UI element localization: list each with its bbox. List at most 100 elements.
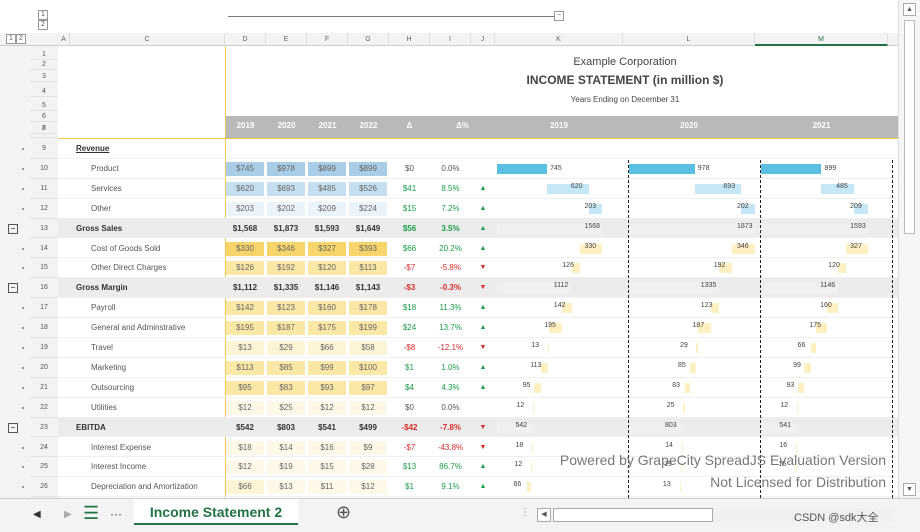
value-cell: $97 [349, 380, 387, 395]
col-level-2-button[interactable]: 2 [16, 34, 26, 44]
scroll-left-button[interactable]: ◀ [537, 508, 551, 522]
row-level-1-button[interactable]: 1 [38, 10, 48, 20]
chart-bar [795, 462, 797, 473]
delta-cell: -$7 [403, 442, 416, 452]
group-collapse-button[interactable]: − [8, 422, 18, 433]
col-header-e[interactable]: E [266, 33, 307, 46]
col-header-d[interactable]: D [225, 33, 266, 46]
horizontal-scroll-thumb[interactable] [553, 508, 713, 522]
row-header[interactable]: 22 [30, 398, 58, 418]
chart-bar-label: 745 [550, 164, 562, 172]
scroll-down-button[interactable]: ▼ [903, 483, 916, 496]
col-header-m[interactable]: M [755, 33, 888, 46]
row-header[interactable]: 2 [30, 60, 58, 70]
row-header[interactable]: 15 [30, 258, 58, 279]
delta-cell: $15 [402, 203, 417, 213]
splitter-icon[interactable]: ⋮ [520, 507, 530, 518]
scroll-up-button[interactable]: ▲ [903, 3, 916, 16]
col-header-a[interactable]: A [58, 33, 70, 46]
row-header[interactable]: 26 [30, 477, 58, 498]
year-header-row: 2019 2020 2021 2022 Δ Δ% 2019 2020 2021 [225, 116, 898, 138]
col-header-i[interactable]: I [430, 33, 471, 46]
row-header[interactable]: 16 [30, 278, 58, 299]
row-level-2-button[interactable]: 2 [38, 20, 48, 30]
col-collapse-button[interactable]: − [554, 11, 564, 21]
chart-bar [534, 382, 541, 393]
chart-bar [683, 402, 685, 413]
chart-bar-label: 187 [692, 322, 705, 330]
row-header[interactable]: 6 [30, 112, 58, 122]
value-cell: $693 [267, 181, 305, 196]
row-header[interactable]: 19 [30, 338, 58, 358]
row-header[interactable]: 18 [30, 318, 58, 338]
value-cell: $28 [349, 460, 387, 475]
row-header[interactable]: 13 [30, 219, 58, 239]
row-header[interactable]: 23 [30, 418, 58, 438]
row-header[interactable]: 8 [30, 120, 58, 138]
row-header[interactable]: 20 [30, 358, 58, 378]
value-cell: $19 [267, 460, 305, 475]
value-cell: $120 [308, 261, 346, 276]
chart-bar [796, 442, 798, 453]
delta-cell: $1 [405, 362, 414, 372]
row-header[interactable]: 10 [30, 159, 58, 179]
row-header[interactable]: 11 [30, 179, 58, 199]
row-label: Cost of Goods Sold [91, 243, 161, 253]
chart-bar-label: 1112 [553, 282, 569, 290]
chart-bar [497, 223, 603, 234]
row-header[interactable]: 7 [30, 124, 58, 134]
col-header-g[interactable]: G [348, 33, 389, 46]
group-collapse-button[interactable]: − [8, 223, 18, 234]
next-sheet-icon[interactable]: ▶ [64, 509, 72, 520]
row-header[interactable]: 1 [30, 50, 58, 60]
row-header[interactable]: 3 [30, 72, 58, 82]
row-header[interactable]: 24 [30, 438, 58, 458]
value-cell: $202 [267, 201, 305, 216]
chart-bar [815, 323, 828, 334]
chart-bar-label: 83 [672, 381, 681, 389]
value-cell: $29 [267, 341, 305, 355]
chart-divider-3 [892, 160, 894, 498]
down-arrow-icon: ▼ [479, 443, 487, 451]
chart-bar [731, 243, 755, 254]
chart-bar-label: 126 [562, 262, 574, 270]
chart-bar-label: 202 [737, 202, 749, 210]
vertical-scrollbar[interactable]: ▲ ▼ [898, 0, 920, 498]
delta-pct-cell: -5.8% [440, 263, 461, 273]
col-header-k[interactable]: K [495, 33, 623, 46]
chart-bar-label: 66 [513, 481, 522, 489]
chart-bar-label: 209 [850, 202, 862, 210]
scroll-thumb[interactable] [904, 20, 915, 234]
sheet-list-icon[interactable]: ☰ [83, 503, 100, 523]
row-header[interactable]: 5 [30, 101, 58, 111]
row-header[interactable]: 25 [30, 457, 58, 478]
value-cell: $58 [349, 341, 387, 355]
chart-bar [629, 163, 695, 174]
row-header[interactable]: 14 [30, 239, 58, 259]
tab-income-statement-2[interactable]: Income Statement 2 [134, 499, 298, 525]
row-header[interactable]: 9 [30, 139, 58, 159]
row-header[interactable]: 21 [30, 378, 58, 398]
col-header-c[interactable]: C [70, 33, 225, 46]
row-header[interactable]: 17 [30, 298, 58, 319]
delta-pct-header: Δ% [456, 121, 469, 130]
chart-bar [846, 243, 869, 254]
col-header-f[interactable]: F [307, 33, 348, 46]
row-header[interactable]: 12 [30, 199, 58, 219]
prev-sheet-icon[interactable]: ◀ [33, 509, 41, 520]
col-level-1-button[interactable]: 1 [6, 34, 16, 44]
group-collapse-button[interactable]: − [8, 283, 18, 294]
row-header[interactable]: 4 [30, 87, 58, 97]
col-header-j[interactable]: J [471, 33, 495, 46]
outline-dot [22, 327, 24, 330]
horizontal-scroll-track[interactable] [713, 508, 893, 522]
col-header-l[interactable]: L [623, 33, 755, 46]
chart-bar-label: 542 [515, 421, 528, 429]
col-header-h[interactable]: H [389, 33, 430, 46]
more-sheets-button[interactable]: ··· [110, 507, 122, 521]
chart-bar [761, 223, 869, 234]
chart-bar [629, 283, 719, 294]
chart-year-2020: 2020 [680, 121, 698, 130]
add-sheet-button[interactable]: ⊕ [336, 502, 352, 522]
chart-bar [697, 323, 711, 334]
